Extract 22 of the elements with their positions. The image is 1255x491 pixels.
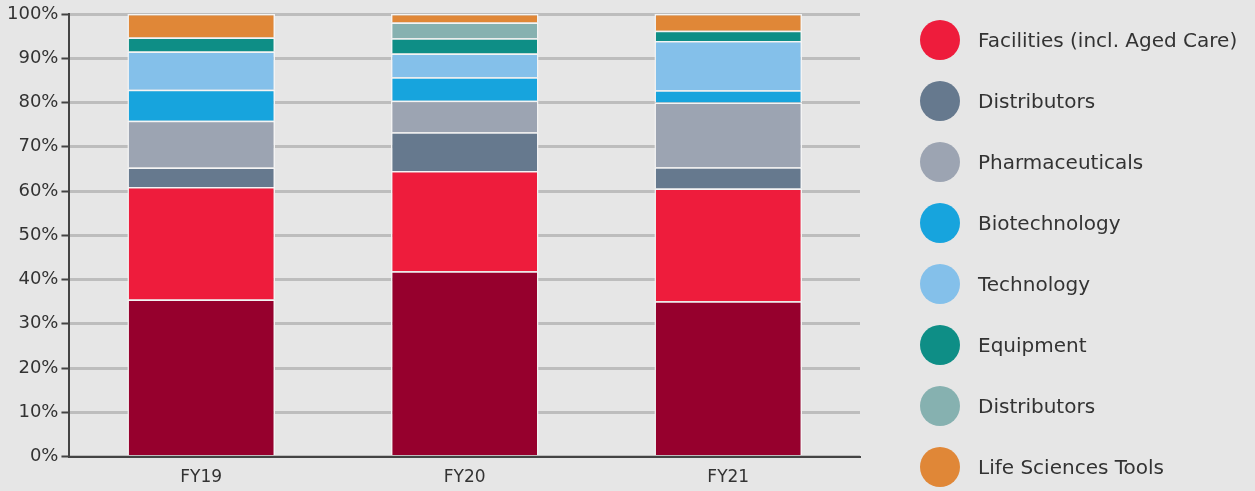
legend-label: Equipment [978,333,1087,357]
y-tick-label: 30% [18,311,59,333]
y-tick-label: 100% [6,1,59,23]
legend-label: Biotechnology [978,211,1121,235]
legend-label: Pharmaceuticals [978,150,1144,174]
y-tick-label: 20% [18,355,59,377]
y-tick-label: 90% [18,45,59,67]
legend-label: Life Sciences Tools [978,455,1164,479]
y-tick-label: 0% [29,444,59,466]
legend-label: Distributors [978,89,1096,113]
y-tick-label: 60% [18,178,59,200]
y-tick-label: 80% [18,90,59,112]
legend-label: Technology [978,272,1091,296]
x-tick-label: FY20 [443,466,486,487]
y-tick-label: 50% [18,222,59,244]
legend-label: Facilities (incl. Aged Care) [978,28,1238,52]
y-tick-label: 10% [18,400,59,422]
x-tick-label: FY21 [707,466,750,487]
y-tick-label: 40% [18,267,59,289]
legend-label: Distributors [978,394,1096,418]
x-tick-label: FY19 [180,466,223,487]
y-tick-label: 70% [18,134,59,156]
